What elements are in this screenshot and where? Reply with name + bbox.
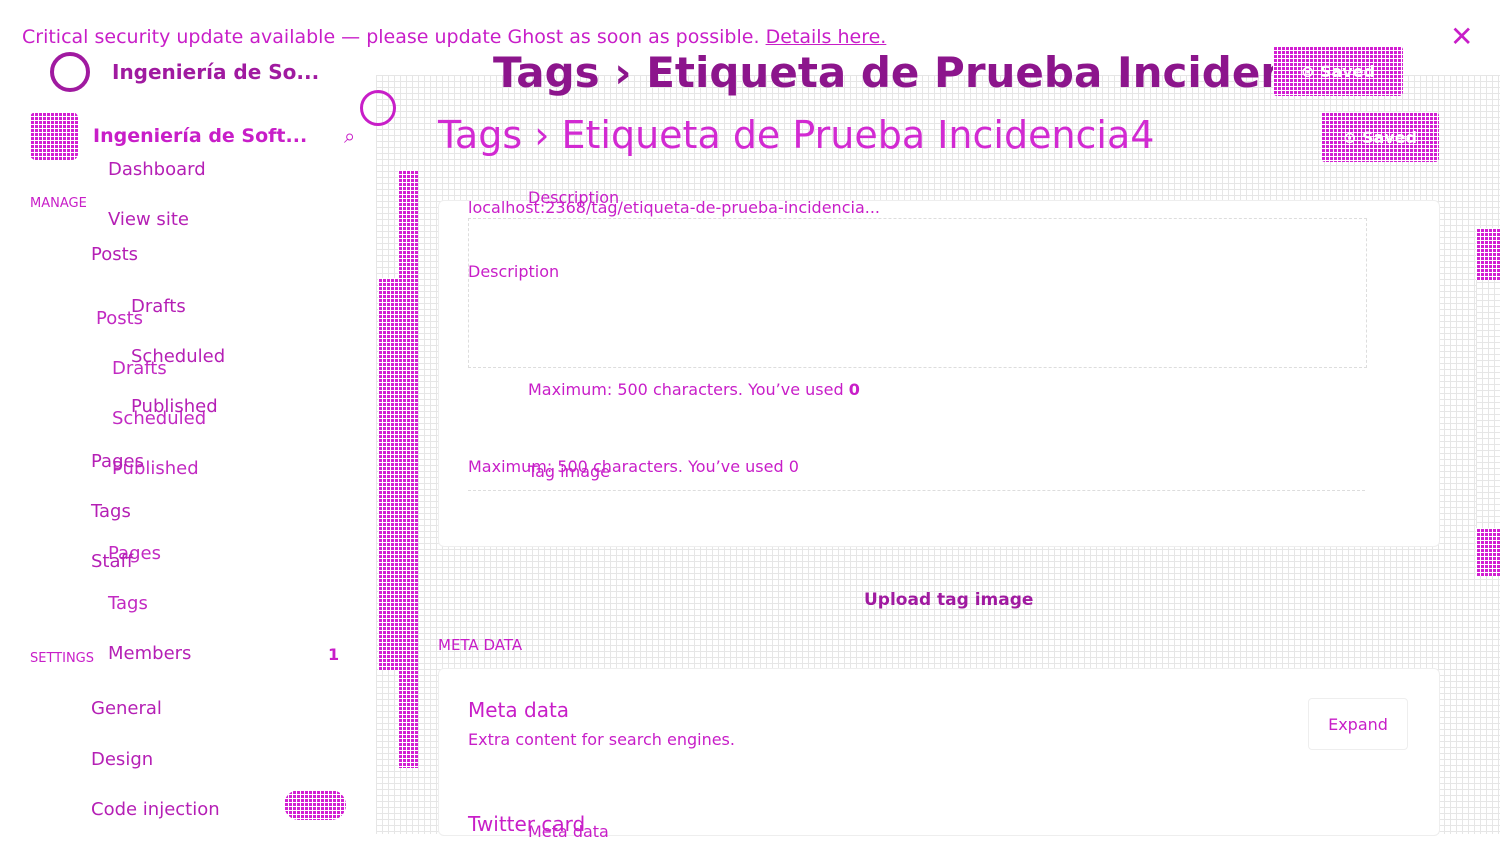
- security-banner: Critical security update available — ple…: [22, 26, 886, 48]
- scrollbar-thumb: [398, 170, 418, 768]
- description-label: Description: [528, 188, 620, 207]
- nav-item[interactable]: Tags: [108, 593, 148, 614]
- nav-item[interactable]: Posts: [96, 308, 144, 329]
- page-scrollbar: [1476, 228, 1500, 576]
- nav-item[interactable]: Pages: [91, 451, 144, 472]
- nav-item[interactable]: Published: [131, 396, 218, 417]
- twitter-title: Twitter card: [468, 812, 586, 836]
- save-button[interactable]: ⊙ Saved: [1321, 112, 1439, 162]
- avatar[interactable]: [360, 90, 396, 126]
- scrollbar-thumb: [378, 278, 398, 670]
- meta-title: Meta data: [468, 698, 570, 722]
- section-heading: MANAGE: [30, 196, 87, 211]
- site-name: Ingeniería de Soft...: [93, 125, 308, 147]
- meta-subtitle: Extra content for search engines.: [468, 730, 735, 749]
- nav-item[interactable]: Tags: [91, 501, 131, 522]
- page-scrollbar-thumb: [1476, 228, 1500, 280]
- image-box: [468, 490, 1365, 543]
- breadcrumb-root[interactable]: Tags: [438, 113, 523, 157]
- save-label: Saved: [1319, 61, 1376, 81]
- nav-item[interactable]: Members: [108, 643, 192, 664]
- nav-item[interactable]: Drafts: [112, 358, 167, 379]
- page-scrollbar-thumb: [1476, 528, 1500, 576]
- nav-item[interactable]: Scheduled: [131, 346, 226, 367]
- nav-item[interactable]: Code injection: [91, 799, 220, 820]
- breadcrumb-root[interactable]: Tags: [493, 48, 600, 97]
- banner-text: Critical security update available — ple…: [22, 26, 760, 48]
- char-count-text: Maximum: 500 characters. You’ve used: [468, 457, 784, 476]
- meta-card: [438, 668, 1440, 836]
- site-icon: [30, 112, 78, 160]
- section-heading: SETTINGS: [30, 651, 95, 666]
- theme-toggle[interactable]: [284, 790, 346, 820]
- search-icon[interactable]: ⌕: [344, 124, 356, 148]
- nav-item[interactable]: Posts: [91, 244, 139, 265]
- nav-item[interactable]: Staff: [91, 551, 134, 572]
- section-heading: META DATA: [438, 636, 523, 654]
- tag-url: localhost:2368/tag/etiqueta-de-prueba-in…: [468, 198, 880, 217]
- site-logo: [50, 52, 90, 92]
- tag-card: [438, 200, 1440, 547]
- breadcrumb: Tags › Etiqueta de Prueba Incidencia: [493, 48, 1358, 97]
- upload-button[interactable]: Upload tag image: [864, 590, 1034, 610]
- nav-item[interactable]: General: [91, 698, 162, 719]
- char-count-value: 0: [788, 457, 799, 476]
- breadcrumb: Tags › Etiqueta de Prueba Incidencia4: [438, 113, 1155, 157]
- char-count-value: 0: [848, 380, 860, 399]
- char-count: Maximum: 500 characters. You’ve used 0: [528, 380, 860, 399]
- nav-item[interactable]: View site: [108, 209, 189, 230]
- banner-link[interactable]: Details here.: [765, 26, 887, 48]
- save-button[interactable]: ⊙ Saved: [1273, 46, 1403, 96]
- tag-image-label: Tag image: [528, 462, 611, 481]
- nav-item[interactable]: Published: [112, 458, 199, 479]
- close-icon[interactable]: ✕: [1450, 20, 1474, 53]
- char-count: Maximum: 500 characters. You’ve used 0: [468, 457, 799, 476]
- save-label: Saved: [1361, 127, 1418, 147]
- nav-item[interactable]: Pages: [108, 543, 161, 564]
- nav-item[interactable]: Design: [91, 749, 154, 770]
- site-name: Ingeniería de So...: [112, 60, 320, 84]
- members-count: 1: [328, 645, 340, 664]
- expand-button[interactable]: Expand: [1308, 698, 1408, 750]
- description-label: Description: [468, 262, 560, 281]
- nav-item[interactable]: Dashboard: [108, 159, 206, 180]
- description-box: [468, 218, 1367, 368]
- breadcrumb-current: Etiqueta de Prueba Incidencia4: [561, 113, 1155, 157]
- breadcrumb-current: Etiqueta de Prueba Incidencia: [646, 48, 1358, 97]
- char-count-text: Maximum: 500 characters. You’ve used: [528, 380, 844, 399]
- nav-item[interactable]: Scheduled: [112, 408, 207, 429]
- nav-item[interactable]: Drafts: [131, 296, 186, 317]
